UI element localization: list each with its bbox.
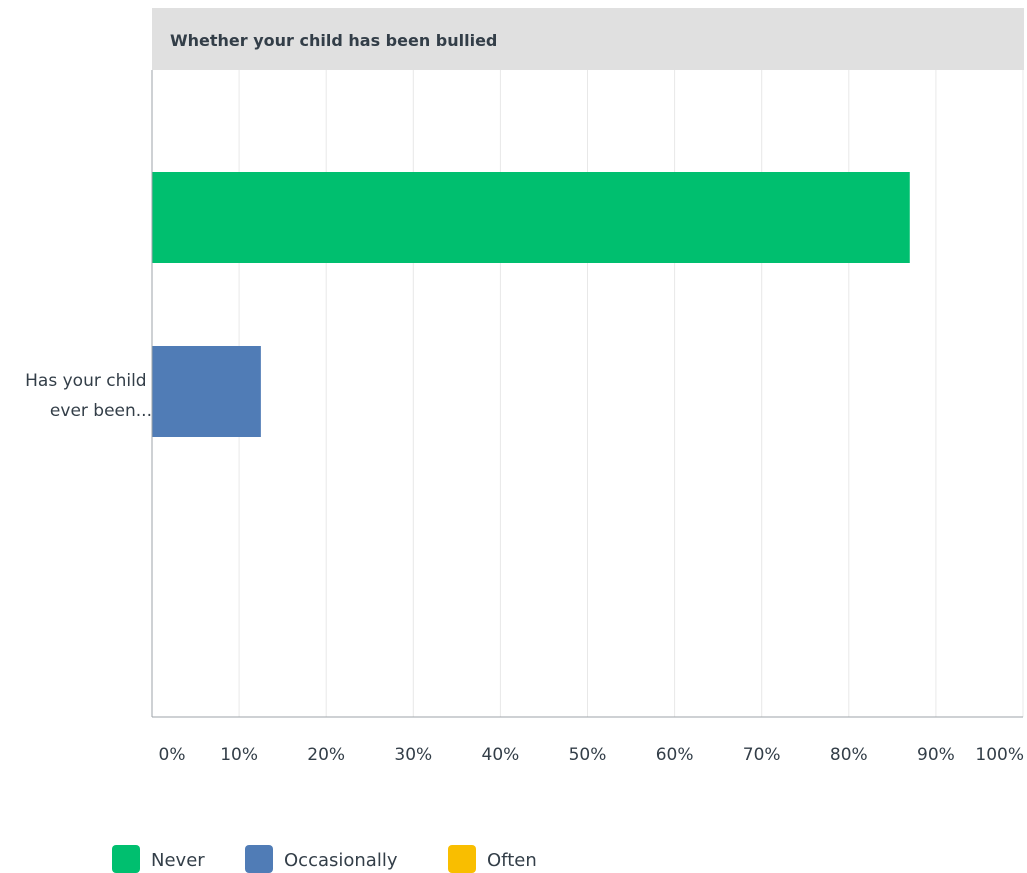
x-tick-label: 100% bbox=[975, 745, 1024, 765]
x-tick-label: 30% bbox=[394, 745, 432, 765]
x-tick-label: 90% bbox=[917, 745, 955, 765]
chart-title: Whether your child has been bullied bbox=[170, 31, 497, 50]
legend-swatch-often bbox=[448, 845, 476, 873]
legend-label-never: Never bbox=[151, 850, 205, 871]
bar-occasionally bbox=[152, 346, 261, 437]
x-tick-label: 50% bbox=[569, 745, 607, 765]
x-tick-label: 70% bbox=[743, 745, 781, 765]
legend-label-often: Often bbox=[487, 850, 537, 871]
x-tick-label: 20% bbox=[307, 745, 345, 765]
x-tick-label: 10% bbox=[220, 745, 258, 765]
x-tick-label: 60% bbox=[656, 745, 694, 765]
legend-label-occasionally: Occasionally bbox=[284, 850, 398, 871]
bars bbox=[152, 172, 910, 437]
x-tick-label: 40% bbox=[482, 745, 520, 765]
category-label-line-2: ever been... bbox=[50, 401, 152, 421]
legend-swatch-never bbox=[112, 845, 140, 873]
x-tick-label: 0% bbox=[159, 745, 186, 765]
bar-never bbox=[152, 172, 910, 263]
chart-header-band bbox=[152, 8, 1024, 70]
grid-lines bbox=[238, 70, 1024, 717]
x-tick-labels: 0% 10% 20% 30% 40% 50% 60% 70% 80% 90% 100% bbox=[159, 745, 1024, 765]
legend-swatch-occasionally bbox=[245, 845, 273, 873]
x-tick-label: 80% bbox=[830, 745, 868, 765]
category-label-line-1: Has your child bbox=[25, 371, 146, 391]
legend: Never Occasionally Often bbox=[112, 845, 537, 873]
category-label: Has your child ever been... bbox=[25, 371, 152, 421]
